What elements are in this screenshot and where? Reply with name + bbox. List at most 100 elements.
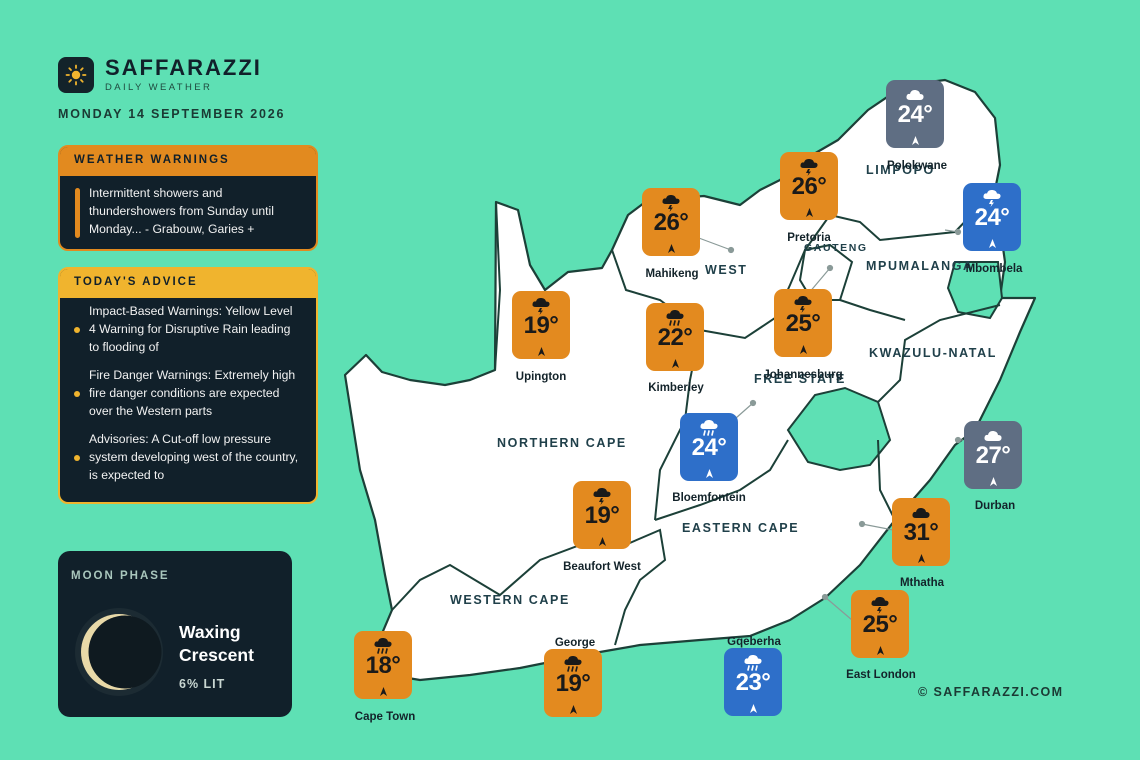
advice-item-text: Advisories: A Cut-off low pressure syste… — [89, 432, 299, 482]
weather-tile-mthatha[interactable]: 31° — [892, 498, 950, 566]
bullet-icon — [74, 455, 80, 461]
city-label-bloemfontein: Bloemfontein — [672, 492, 746, 504]
temperature: 24° — [897, 101, 933, 128]
wind-direction-icon — [672, 355, 679, 368]
weather-tile-upington[interactable]: 19° — [512, 291, 570, 359]
city-label-mbombela: Mbombela — [965, 263, 1023, 275]
warning-text: Intermittent showers and thundershowers … — [89, 186, 274, 236]
cloud-icon — [905, 86, 925, 104]
province-north-west: WEST — [705, 263, 748, 277]
city-label-johannesburg: Johannesburg — [763, 369, 843, 381]
moon-phase-card: MOON PHASE Waxing Crescent 6% LIT — [58, 551, 292, 717]
temperature: 24° — [691, 434, 727, 461]
advice-item-text: Impact-Based Warnings: Yellow Level 4 Wa… — [89, 304, 293, 354]
forecast-date: MONDAY 14 SEPTEMBER 2026 — [58, 107, 286, 121]
weather-tile-east-london[interactable]: 25° — [851, 590, 909, 658]
weather-tile-cape-town[interactable]: 18° — [354, 631, 412, 699]
wind-direction-icon — [706, 465, 713, 478]
province-gauteng: GAUTENG — [804, 242, 868, 254]
province-western-cape: WESTERN CAPE — [450, 593, 570, 607]
border-free-state-ec — [654, 439, 789, 521]
advice-item: Impact-Based Warnings: Yellow Level 4 Wa… — [74, 302, 302, 356]
moon-icon — [74, 607, 164, 697]
wind-direction-icon — [599, 533, 606, 546]
wind-direction-icon — [877, 642, 884, 655]
city-label-upington: Upington — [515, 371, 567, 383]
temperature: 25° — [785, 310, 821, 337]
wind-direction-icon — [668, 240, 675, 253]
lesotho — [786, 386, 892, 472]
thunderstorm-icon — [799, 158, 819, 176]
copyright: © SAFFARAZZI.COM — [918, 685, 1064, 699]
border-kzn — [877, 304, 1001, 403]
weather-tile-beaufort-west[interactable]: 19° — [573, 481, 631, 549]
rain-icon — [699, 419, 719, 437]
brand-subtitle: DAILY WEATHER — [105, 82, 213, 93]
weather-tile-mbombela[interactable]: 24° — [963, 183, 1021, 251]
weather-tile-pretoria[interactable]: 26° — [780, 152, 838, 220]
border-mpumalanga — [839, 299, 906, 321]
weather-tile-durban[interactable]: 27° — [964, 421, 1022, 489]
bullet-icon — [74, 391, 80, 397]
temperature: 25° — [862, 611, 898, 638]
weather-warnings-title: WEATHER WARNINGS — [60, 147, 316, 176]
border-northern-cape — [494, 201, 502, 371]
wind-direction-icon — [806, 204, 813, 217]
rain-icon — [665, 309, 685, 327]
rain-icon — [743, 654, 763, 672]
sun-icon — [58, 56, 94, 93]
border-gauteng — [798, 243, 854, 301]
temperature: 26° — [791, 173, 827, 200]
rain-icon — [373, 637, 393, 655]
bullet-icon — [74, 327, 80, 333]
advice-item: Fire Danger Warnings: Extremely high fir… — [74, 366, 302, 420]
province-northern-cape: NORTHERN CAPE — [497, 436, 627, 450]
todays-advice-card[interactable]: TODAY'S ADVICE Impact-Based Warnings: Ye… — [58, 267, 318, 504]
weather-tile-mahikeng[interactable]: 26° — [642, 188, 700, 256]
thunderstorm-icon — [982, 189, 1002, 207]
weather-tile-kimberley[interactable]: 22° — [646, 303, 704, 371]
cloud-icon — [911, 504, 931, 522]
border-ec-kzn — [877, 439, 896, 521]
border-north-west — [611, 214, 831, 340]
thunderstorm-icon — [531, 297, 551, 315]
todays-advice-title: TODAY'S ADVICE — [60, 269, 316, 298]
weather-tile-george[interactable]: 19° — [544, 649, 602, 717]
temperature: 31° — [903, 519, 939, 546]
province-eastern-cape: EASTERN CAPE — [682, 521, 800, 535]
city-label-polokwane: Polokwane — [886, 160, 948, 172]
wind-direction-icon — [990, 473, 997, 486]
weather-tile-polokwane[interactable]: 24° — [886, 80, 944, 148]
brand: SAFFARAZZI DAILY WEATHER — [58, 56, 262, 93]
temperature: 18° — [365, 652, 401, 679]
weather-tile-johannesburg[interactable]: 25° — [774, 289, 832, 357]
city-label-mthatha: Mthatha — [899, 577, 945, 589]
thunderstorm-icon — [793, 295, 813, 313]
wind-direction-icon — [750, 700, 757, 713]
wind-direction-icon — [989, 235, 996, 248]
temperature: 27° — [975, 442, 1011, 469]
weather-tile-gqeberha[interactable]: 23° — [724, 648, 782, 716]
advice-item: Advisories: A Cut-off low pressure syste… — [74, 430, 302, 484]
city-label-cape-town: Cape Town — [354, 711, 416, 723]
weather-tile-bloemfontein[interactable]: 24° — [680, 413, 738, 481]
thunderstorm-icon — [870, 596, 890, 614]
thunderstorm-icon — [592, 487, 612, 505]
wind-direction-icon — [918, 550, 925, 563]
temperature: 24° — [974, 204, 1010, 231]
warning-accent-bar — [75, 188, 80, 238]
moon-phase-title: MOON PHASE — [71, 570, 170, 582]
temperature: 19° — [584, 502, 620, 529]
city-label-gqeberha: Gqeberha — [727, 636, 781, 648]
city-label-east-london: East London — [846, 669, 916, 681]
wind-direction-icon — [800, 341, 807, 354]
temperature: 19° — [523, 312, 559, 339]
temperature: 19° — [555, 670, 591, 697]
wind-direction-icon — [380, 683, 387, 696]
temperature: 26° — [653, 209, 689, 236]
weather-warnings-card[interactable]: WEATHER WARNINGS Intermittent showers an… — [58, 145, 318, 251]
rain-icon — [563, 655, 583, 673]
city-label-durban: Durban — [974, 500, 1016, 512]
city-label-kimberley: Kimberley — [648, 382, 704, 394]
